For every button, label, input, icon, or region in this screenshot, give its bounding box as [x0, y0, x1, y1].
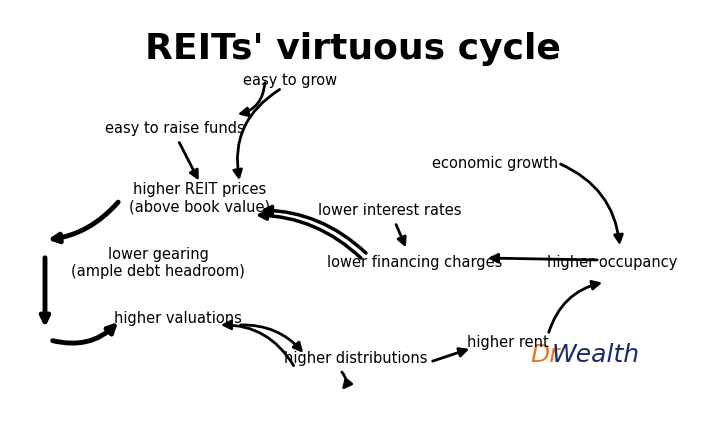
FancyArrowPatch shape: [224, 321, 293, 365]
Text: higher REIT prices
(above book value): higher REIT prices (above book value): [130, 182, 271, 214]
FancyArrowPatch shape: [241, 325, 301, 351]
FancyArrowPatch shape: [41, 258, 49, 322]
Text: lower interest rates: lower interest rates: [318, 203, 462, 218]
FancyArrowPatch shape: [234, 89, 280, 177]
FancyArrowPatch shape: [342, 372, 352, 388]
Text: easy to grow: easy to grow: [243, 72, 337, 88]
Text: higher rent: higher rent: [467, 335, 549, 349]
FancyArrowPatch shape: [548, 281, 599, 332]
Text: easy to raise funds: easy to raise funds: [105, 120, 245, 136]
Text: higher distributions: higher distributions: [284, 351, 428, 365]
FancyArrowPatch shape: [433, 349, 467, 361]
FancyArrowPatch shape: [491, 254, 597, 262]
FancyArrowPatch shape: [53, 202, 118, 242]
Text: lower gearing
(ample debt headroom): lower gearing (ample debt headroom): [71, 247, 245, 279]
FancyArrowPatch shape: [264, 206, 366, 253]
Text: Dr: Dr: [530, 343, 560, 367]
FancyArrowPatch shape: [396, 224, 405, 245]
Text: lower financing charges: lower financing charges: [327, 256, 503, 271]
Text: REITs' virtuous cycle: REITs' virtuous cycle: [145, 32, 560, 66]
FancyArrowPatch shape: [560, 164, 623, 242]
FancyArrowPatch shape: [240, 83, 265, 116]
Text: higher valuations: higher valuations: [114, 311, 242, 325]
FancyArrowPatch shape: [53, 326, 114, 343]
Text: Wealth: Wealth: [552, 343, 640, 367]
Text: higher occupancy: higher occupancy: [547, 256, 678, 271]
Text: economic growth: economic growth: [432, 155, 558, 171]
FancyArrowPatch shape: [259, 211, 361, 258]
FancyArrowPatch shape: [179, 142, 197, 178]
